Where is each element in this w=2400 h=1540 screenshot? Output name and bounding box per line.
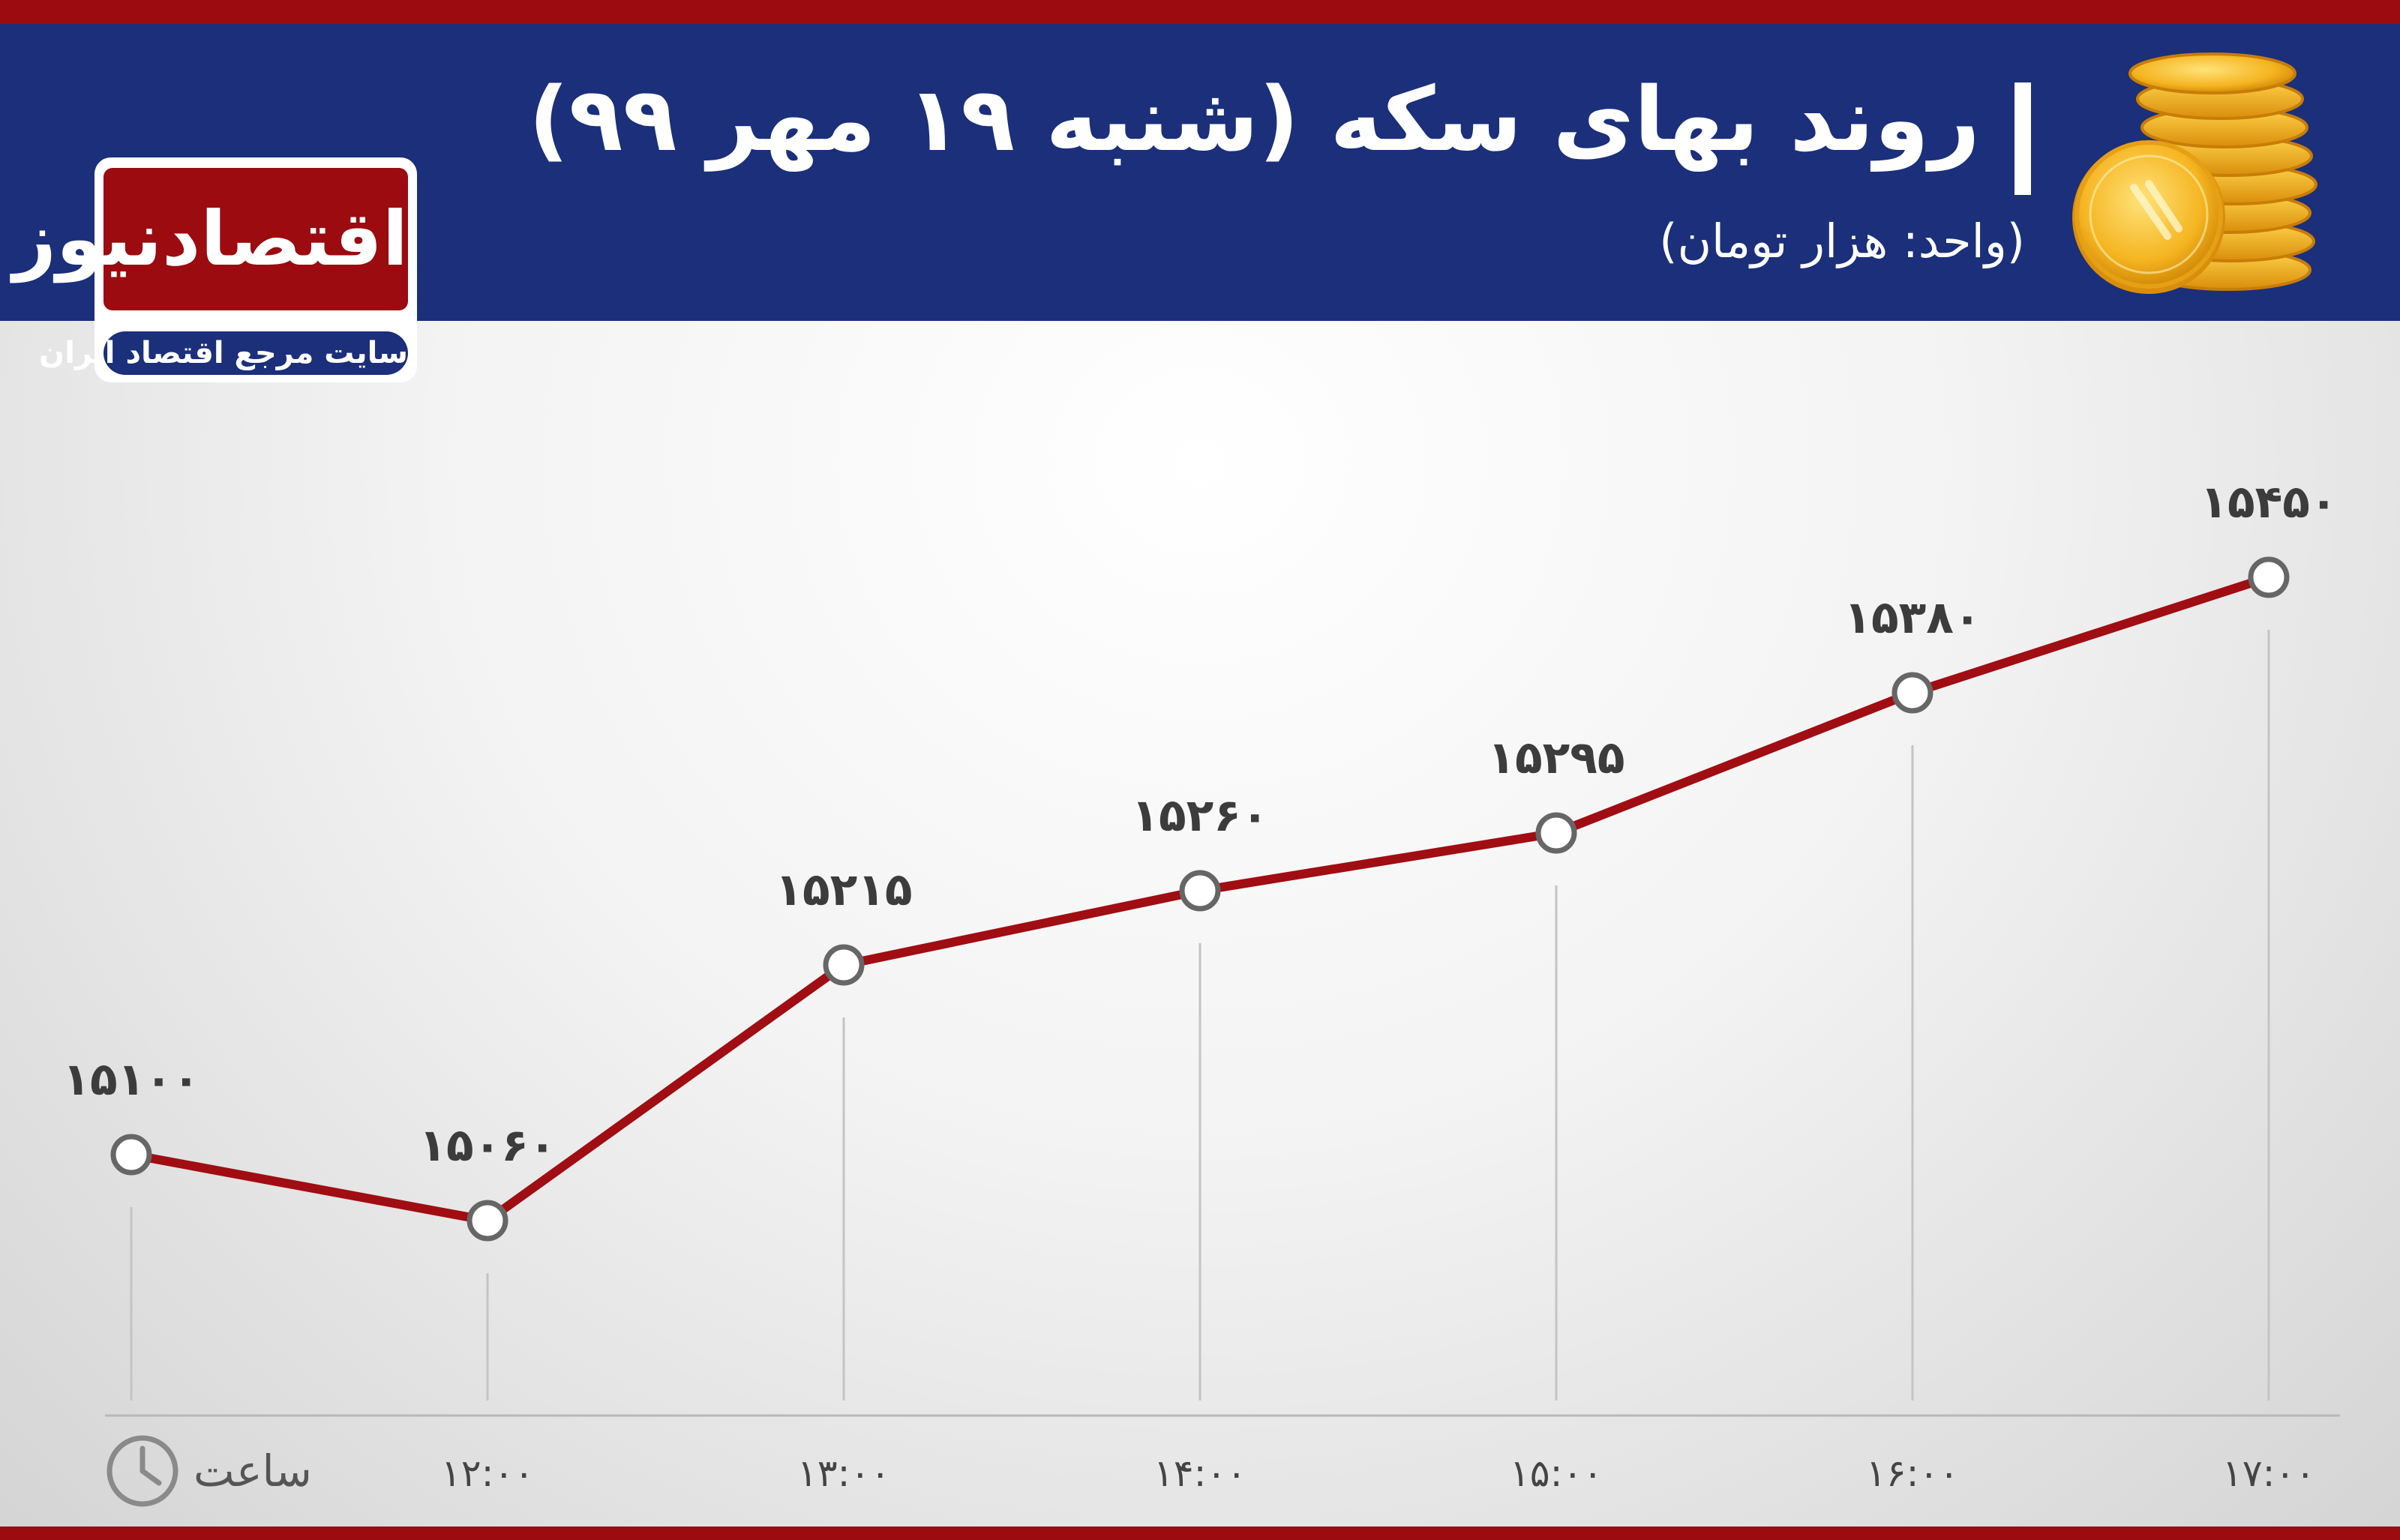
unit-label: (واحد: هزار تومان) [1659,214,2025,268]
x-tick-label: ۱۷:۰۰ [2222,1452,2315,1495]
data-label: ۱۵۱۰۰ [62,1053,200,1106]
x-axis-label: ساعت [194,1446,312,1497]
bottom-accent-strip [0,1527,2400,1540]
top-accent-strip [0,0,2400,24]
gold-coins-icon [2072,52,2318,294]
data-label: ۱۵۲۹۵ [1487,732,1624,784]
data-point [2248,556,2290,598]
logo-wordmark: اقتصادنیوز [13,168,408,310]
page-title: روند بهای سکه (شنبه ۱۹ مهر ۹۹) [528,67,1980,171]
title-divider [2014,82,2031,195]
x-tick-label: ۱۲:۰۰ [441,1452,534,1495]
data-label: ۱۵۴۵۰ [2200,476,2337,529]
drop-lines [130,630,2270,1401]
value-labels: ۱۵۱۰۰ ۱۵۰۶۰ ۱۵۲۱۵ ۱۵۲۶۰ ۱۵۲۹۵ ۱۵۳۸۰ ۱۵۴۵۰ [62,476,2337,1172]
x-tick-label: ۱۳:۰۰ [797,1452,890,1495]
data-point [1535,812,1577,854]
data-point [466,1200,508,1242]
x-tick-label: ۱۵:۰۰ [1510,1452,1603,1495]
data-point [823,944,865,986]
data-label: ۱۵۲۱۵ [775,864,912,916]
data-label: ۱۵۰۶۰ [418,1119,556,1172]
data-point [1179,870,1221,912]
data-label: ۱۵۲۶۰ [1131,789,1268,842]
clock-icon [106,1435,178,1507]
data-label: ۱۵۳۸۰ [1844,592,1981,644]
x-tick-labels: ۱۲:۰۰ ۱۳:۰۰ ۱۴:۰۰ ۱۵:۰۰ ۱۶:۰۰ ۱۷:۰۰ [441,1452,2315,1495]
x-tick-label: ۱۴:۰۰ [1154,1452,1246,1495]
data-point [110,1134,152,1176]
x-tick-label: ۱۶:۰۰ [1866,1452,1959,1495]
data-point [1892,672,1934,714]
logo-tagline: سایت مرجع اقتصاد ایران [39,331,408,375]
data-points [110,556,2290,1242]
brand-logo: اقتصادنیوز سایت مرجع اقتصاد ایران [13,157,417,382]
